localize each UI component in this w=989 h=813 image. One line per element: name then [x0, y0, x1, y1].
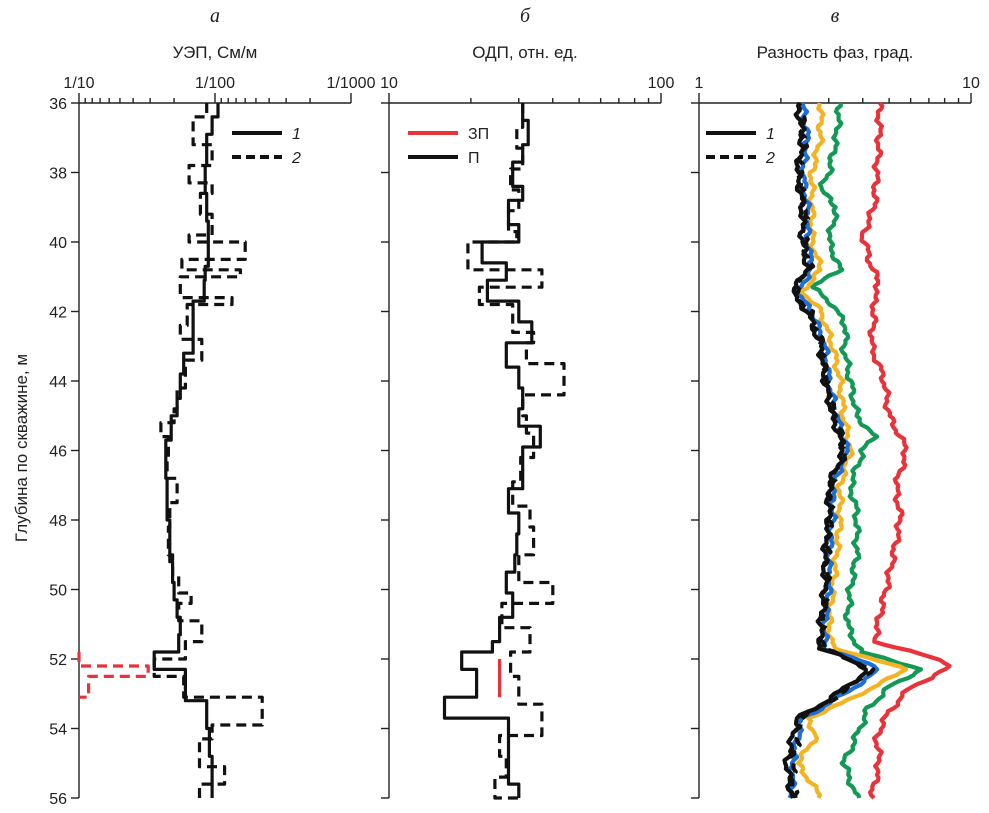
panels: а УЭП, См/м 36 38 40 42 44 46 48 50 52 54 56 1/10 1/10…	[49, 5, 980, 808]
legend-label: 2	[765, 150, 775, 167]
x-tick-label: 1/10	[63, 75, 94, 92]
panel-title: ОДП, отн. ед.	[472, 43, 577, 62]
y-tick-label: 52	[49, 652, 67, 669]
panel-letter: в	[831, 5, 840, 27]
y-tick-label: 40	[49, 235, 67, 252]
legend-label: П	[468, 150, 480, 167]
x-tick-label: 1/100	[195, 75, 235, 92]
panel-1: а УЭП, См/м 36 38 40 42 44 46 48 50 52 54 56 1/10 1/10…	[49, 5, 375, 808]
y-tick-label: 46	[49, 444, 67, 461]
legend-label: ЗП	[468, 126, 489, 143]
y-tick-label: 38	[49, 166, 67, 183]
x-tick-label: 10	[962, 75, 980, 92]
series-line	[859, 101, 952, 800]
legend-label: 1	[766, 126, 775, 143]
legend-label: 2	[291, 150, 301, 167]
y-tick-label: 36	[49, 96, 67, 113]
series-line	[466, 103, 566, 800]
panel-letter: а	[210, 5, 220, 27]
series-line	[796, 102, 909, 799]
panel-3: в Разность фаз, град. 1 10 1 2	[691, 5, 980, 800]
series-line	[810, 102, 923, 799]
series-line	[152, 103, 220, 798]
legend-label: 1	[292, 126, 301, 143]
series-line	[788, 102, 876, 799]
x-tick-label: 1	[695, 75, 704, 92]
panel-title: УЭП, См/м	[173, 43, 258, 62]
x-tick-label: 1/1000	[327, 75, 376, 92]
x-tick-label: 100	[648, 75, 675, 92]
panel-2: б ОДП, отн. ед. 10 100 ЗП П	[380, 5, 675, 800]
x-tick-label: 10	[380, 75, 398, 92]
y-tick-label: 44	[49, 374, 67, 391]
panel-title: Разность фаз, град.	[757, 43, 914, 62]
y-tick-label: 54	[49, 722, 67, 739]
series-line	[152, 103, 264, 800]
y-tick-label: 48	[49, 513, 67, 530]
series-line	[782, 101, 868, 799]
y-axis-label: Глубина по скважине, м	[12, 354, 31, 542]
series-line	[442, 103, 542, 798]
panel-letter: б	[520, 5, 531, 27]
series-line	[77, 652, 150, 699]
y-tick-label: 42	[49, 305, 67, 322]
y-tick-label: 50	[49, 583, 67, 600]
y-tick-label: 56	[49, 791, 67, 808]
